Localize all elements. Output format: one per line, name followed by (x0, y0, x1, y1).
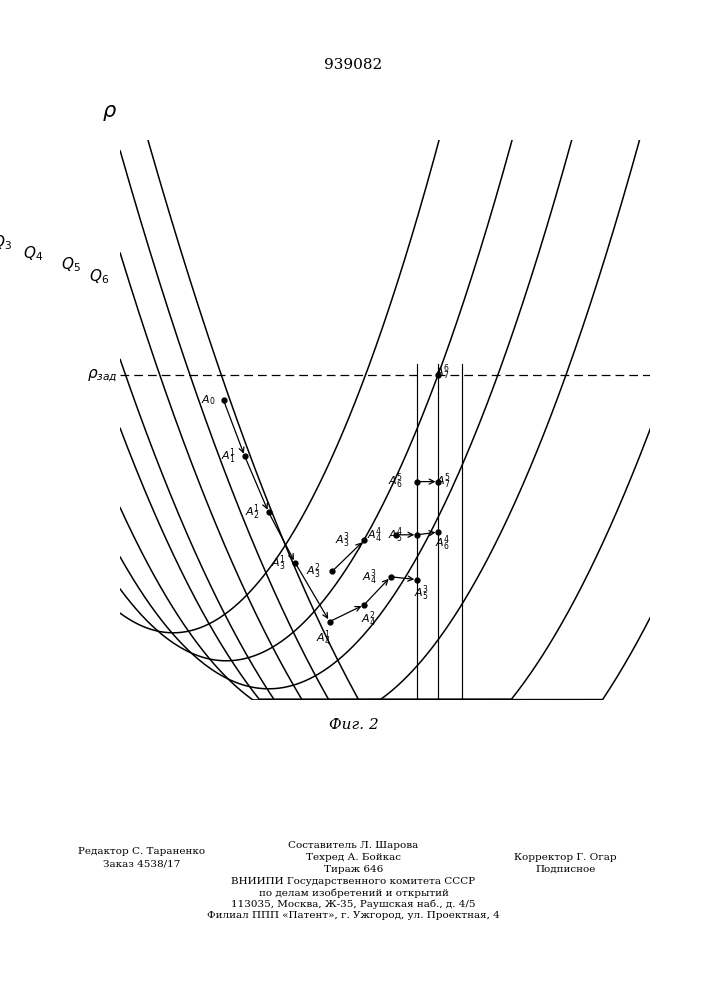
Text: $A_0$: $A_0$ (201, 393, 216, 407)
Text: $A_5^4$: $A_5^4$ (388, 525, 404, 545)
Text: $A_5^3$: $A_5^3$ (414, 584, 429, 603)
Text: $Q_3$: $Q_3$ (0, 233, 12, 252)
Text: по делам изобретений и открытий: по делам изобретений и открытий (259, 888, 448, 898)
Text: $Q_6$: $Q_6$ (89, 267, 110, 286)
Text: $A_3^1$: $A_3^1$ (271, 553, 286, 573)
Text: $Q_4$: $Q_4$ (23, 244, 43, 263)
Text: Фиг. 2: Фиг. 2 (329, 718, 378, 732)
Text: $A_4^1$: $A_4^1$ (315, 629, 331, 648)
Text: $A_7^6$: $A_7^6$ (435, 363, 450, 382)
Text: Корректор Г. Огар: Корректор Г. Огар (514, 852, 617, 861)
Text: $Q_5$: $Q_5$ (61, 256, 81, 274)
Text: $A_6^4$: $A_6^4$ (435, 533, 450, 553)
Text: Редактор С. Тараненко: Редактор С. Тараненко (78, 848, 205, 856)
Text: $A_3^3$: $A_3^3$ (335, 531, 351, 550)
Text: Техред А. Бойкас: Техред А. Бойкас (306, 852, 401, 861)
Text: $A_2^1$: $A_2^1$ (245, 503, 260, 522)
Text: Тираж 646: Тираж 646 (324, 864, 383, 874)
Text: $A_1^1$: $A_1^1$ (221, 447, 237, 466)
Text: ВНИИПИ Государственного комитета СССР: ВНИИПИ Государственного комитета СССР (231, 878, 476, 886)
Text: $A_6^5$: $A_6^5$ (388, 472, 404, 491)
Text: Подписное: Подписное (535, 864, 596, 874)
Text: Филиал ППП «Патент», г. Ужгород, ул. Проектная, 4: Филиал ППП «Патент», г. Ужгород, ул. Про… (207, 910, 500, 920)
Text: $A_7^5$: $A_7^5$ (436, 472, 451, 491)
Text: $\rho$: $\rho$ (102, 103, 117, 123)
Text: $\rho_{\mathit{зад}}$: $\rho_{\mathit{зад}}$ (87, 367, 117, 384)
Text: Заказ 4538/17: Заказ 4538/17 (103, 859, 180, 868)
Text: $A_4^4$: $A_4^4$ (367, 525, 382, 545)
Text: 939082: 939082 (325, 58, 382, 72)
Text: Составитель Л. Шарова: Составитель Л. Шарова (288, 840, 419, 850)
Text: 113035, Москва, Ж-35, Раушская наб., д. 4/5: 113035, Москва, Ж-35, Раушская наб., д. … (231, 899, 476, 909)
Text: $A_4^2$: $A_4^2$ (361, 609, 376, 629)
Text: $A_3^2$: $A_3^2$ (306, 561, 321, 581)
Text: $A_4^3$: $A_4^3$ (362, 567, 377, 587)
